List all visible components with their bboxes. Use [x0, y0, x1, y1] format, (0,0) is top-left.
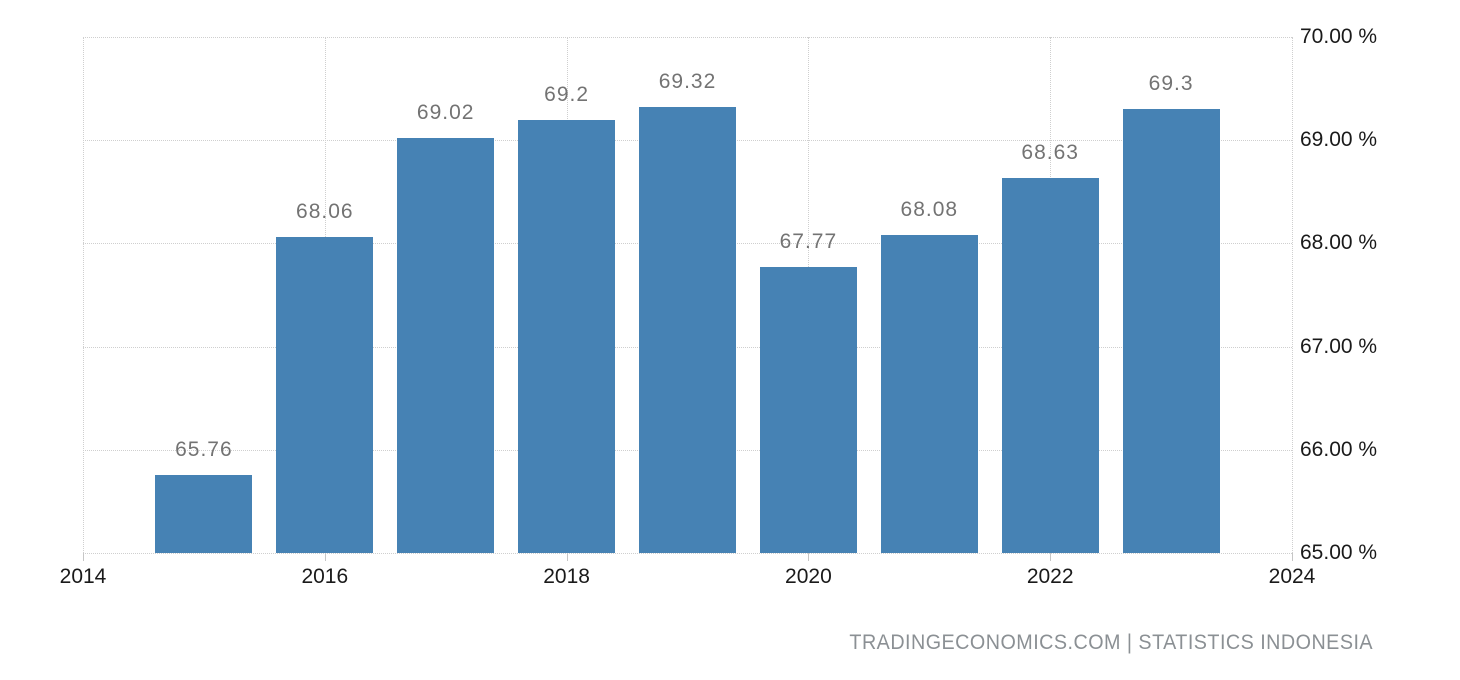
- gridline-vertical: [1292, 37, 1293, 553]
- bar-value-label: 65.76: [175, 437, 233, 461]
- attribution-text: TRADINGECONOMICS.COM | STATISTICS INDONE…: [849, 631, 1373, 654]
- bar-value-label: 68.06: [296, 200, 354, 224]
- bar-value-label: 67.77: [779, 230, 838, 254]
- bar[interactable]: [1122, 109, 1220, 553]
- bar[interactable]: [518, 119, 616, 553]
- bar-value-label: 69.02: [416, 101, 475, 125]
- x-axis-tick-label: 2020: [785, 565, 832, 588]
- x-axis-tick-label: 2018: [543, 565, 590, 588]
- x-axis-tick-label: 2022: [1026, 565, 1074, 588]
- x-axis-tick: [83, 553, 84, 561]
- y-axis-tick-label: 70.00 %: [1300, 25, 1378, 48]
- x-axis-tick: [808, 553, 810, 561]
- bar[interactable]: [155, 474, 253, 553]
- y-axis-tick-label: 67.00 %: [1300, 334, 1378, 358]
- y-axis-tick-label: 69.00 %: [1300, 128, 1378, 152]
- bar[interactable]: [276, 237, 374, 553]
- y-axis-tick-label: 68.00 %: [1300, 231, 1378, 255]
- x-axis-tick-label: 2016: [301, 565, 349, 588]
- bar[interactable]: [1001, 178, 1099, 553]
- bar[interactable]: [759, 267, 857, 553]
- x-axis-tick: [1050, 553, 1052, 561]
- plot-area: 65.76 68.06 69.02 69.2 69.32 67.77 68.08 68.63 6…: [83, 37, 1293, 561]
- bar[interactable]: [639, 107, 736, 553]
- x-axis-tick-label: 2014: [59, 565, 107, 588]
- x-axis-tick: [566, 553, 568, 561]
- gridline-horizontal: [83, 37, 1292, 38]
- x-axis-tick: [324, 553, 326, 561]
- bar-value-label: 69.3: [1148, 72, 1194, 96]
- x-axis-tick: [1292, 553, 1293, 561]
- bar-value-label: 68.08: [900, 198, 959, 222]
- gridline-vertical: [83, 37, 84, 553]
- x-axis-tick-label: 2024: [1268, 565, 1316, 588]
- bar-value-label: 69.32: [658, 70, 717, 94]
- bar-value-label: 69.2: [544, 82, 590, 106]
- y-axis-tick-label: 66.00 %: [1300, 437, 1378, 461]
- bar[interactable]: [880, 235, 978, 553]
- bar[interactable]: [397, 138, 495, 553]
- y-axis-tick-label: 65.00 %: [1300, 541, 1378, 564]
- bar-value-label: 68.63: [1021, 141, 1079, 165]
- gridline-horizontal: [83, 553, 1292, 554]
